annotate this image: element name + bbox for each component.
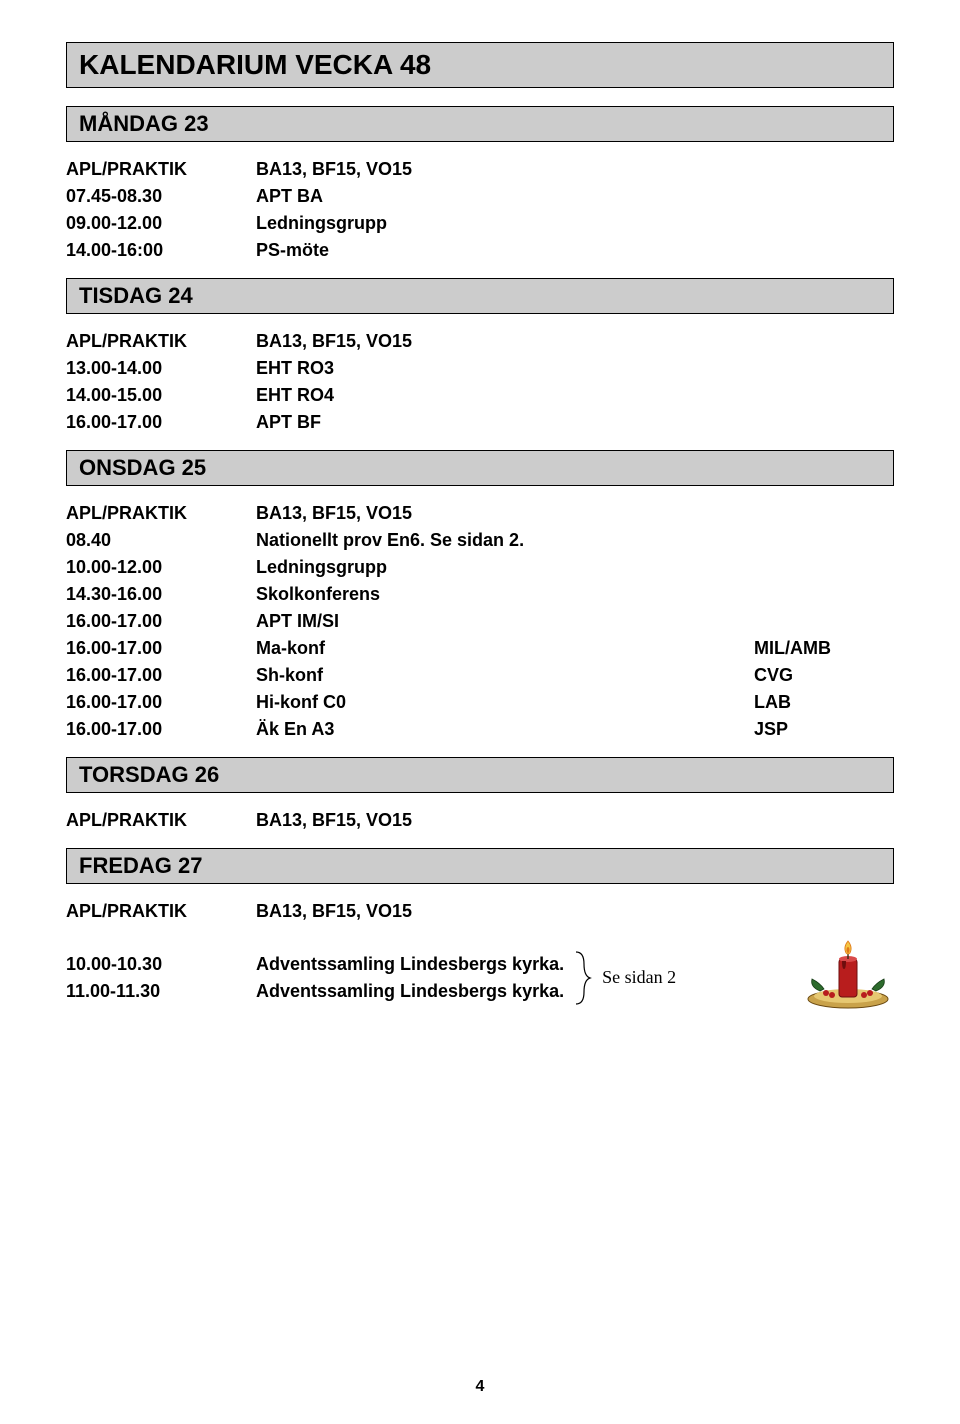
schedule-row: 16.00-17.00Hi-konf C0LAB [66,689,894,716]
row-desc: Äk En A3 [256,716,754,743]
row-loc [754,500,894,527]
schedule-row: APL/PRAKTIKBA13, BF15, VO15 [66,807,894,834]
row-desc: Sh-konf [256,662,754,689]
schedule-row: APL/PRAKTIKBA13, BF15, VO15 [66,156,894,183]
row-time: 14.30-16.00 [66,581,256,608]
row-desc: APT BF [256,409,754,436]
schedule-row: 09.00-12.00Ledningsgrupp [66,210,894,237]
schedule-row: APL/PRAKTIKBA13, BF15, VO15 [66,500,894,527]
row-desc: BA13, BF15, VO15 [256,807,754,834]
row-loc: CVG [754,662,894,689]
page-title: KALENDARIUM VECKA 48 [66,42,894,88]
schedule-row: 07.45-08.30APT BA [66,183,894,210]
row-time: APL/PRAKTIK [66,500,256,527]
row-loc [754,409,894,436]
schedule-row: 11.00-11.30Adventssamling Lindesbergs ky… [66,978,564,1005]
row-loc [754,328,894,355]
schedule-row: 16.00-17.00Ma-konfMIL/AMB [66,635,894,662]
row-desc: Hi-konf C0 [256,689,754,716]
schedule-row: 14.00-16:00PS-möte [66,237,894,264]
row-desc: Ma-konf [256,635,754,662]
row-loc [754,237,894,264]
row-time: APL/PRAKTIK [66,328,256,355]
row-time: 08.40 [66,527,256,554]
fredag-footer: 10.00-10.30Adventssamling Lindesbergs ky… [66,939,894,1016]
day-header-mandag: MÅNDAG 23 [66,106,894,142]
row-loc [754,608,894,635]
day-header-torsdag: TORSDAG 26 [66,757,894,793]
row-loc [754,210,894,237]
schedule-row: 10.00-10.30Adventssamling Lindesbergs ky… [66,951,564,978]
row-desc: Adventssamling Lindesbergs kyrka. [256,978,564,1005]
row-time: 14.00-15.00 [66,382,256,409]
row-loc [754,581,894,608]
row-loc [754,183,894,210]
schedule-fredag: APL/PRAKTIKBA13, BF15, VO15 10.00-10.30A… [66,898,894,1016]
row-desc: BA13, BF15, VO15 [256,898,754,925]
row-desc: APT BA [256,183,754,210]
row-desc: EHT RO4 [256,382,754,409]
schedule-row: 16.00-17.00APT BF [66,409,894,436]
row-loc [754,527,894,554]
row-loc [754,382,894,409]
schedule-row: APL/PRAKTIKBA13, BF15, VO15 [66,328,894,355]
day-header-onsdag: ONSDAG 25 [66,450,894,486]
row-desc: APT IM/SI [256,608,754,635]
schedule-mandag: APL/PRAKTIKBA13, BF15, VO15 07.45-08.30A… [66,156,894,264]
row-time: APL/PRAKTIK [66,898,256,925]
row-desc: Ledningsgrupp [256,554,754,581]
row-time: 14.00-16:00 [66,237,256,264]
row-loc [754,554,894,581]
row-desc: PS-möte [256,237,754,264]
row-time: 16.00-17.00 [66,409,256,436]
row-time: 13.00-14.00 [66,355,256,382]
schedule-row: 16.00-17.00APT IM/SI [66,608,894,635]
row-time: 11.00-11.30 [66,978,256,1005]
row-time: APL/PRAKTIK [66,807,256,834]
row-time: 16.00-17.00 [66,662,256,689]
row-loc: LAB [754,689,894,716]
row-time: 07.45-08.30 [66,183,256,210]
schedule-tisdag: APL/PRAKTIKBA13, BF15, VO15 13.00-14.00E… [66,328,894,436]
row-time: 16.00-17.00 [66,716,256,743]
row-desc: Skolkonferens [256,581,754,608]
row-loc: MIL/AMB [754,635,894,662]
schedule-row: APL/PRAKTIKBA13, BF15, VO15 [66,898,894,925]
schedule-torsdag: APL/PRAKTIKBA13, BF15, VO15 [66,807,894,834]
row-time: 16.00-17.00 [66,608,256,635]
row-desc: BA13, BF15, VO15 [256,156,754,183]
row-desc: Nationellt prov En6. Se sidan 2. [256,527,754,554]
row-desc: EHT RO3 [256,355,754,382]
candle-icon [802,939,894,1016]
row-loc [754,355,894,382]
see-page-note: Se sidan 2 [602,967,676,988]
day-header-tisdag: TISDAG 24 [66,278,894,314]
row-desc: BA13, BF15, VO15 [256,328,754,355]
schedule-row: 14.30-16.00Skolkonferens [66,581,894,608]
row-time: 09.00-12.00 [66,210,256,237]
schedule-onsdag: APL/PRAKTIKBA13, BF15, VO15 08.40Natione… [66,500,894,743]
row-loc: JSP [754,716,894,743]
schedule-row: 13.00-14.00EHT RO3 [66,355,894,382]
row-desc: BA13, BF15, VO15 [256,500,754,527]
brace-icon [574,950,592,1006]
row-loc [754,898,894,925]
row-desc: Ledningsgrupp [256,210,754,237]
row-loc [754,807,894,834]
schedule-row: 16.00-17.00Äk En A3JSP [66,716,894,743]
page-number: 4 [0,1378,960,1396]
schedule-row: 14.00-15.00EHT RO4 [66,382,894,409]
schedule-row: 16.00-17.00Sh-konfCVG [66,662,894,689]
schedule-row: 08.40Nationellt prov En6. Se sidan 2. [66,527,894,554]
row-time: 10.00-10.30 [66,951,256,978]
row-time: 10.00-12.00 [66,554,256,581]
row-time: 16.00-17.00 [66,635,256,662]
row-time: 16.00-17.00 [66,689,256,716]
day-header-fredag: FREDAG 27 [66,848,894,884]
schedule-row: 10.00-12.00Ledningsgrupp [66,554,894,581]
row-desc: Adventssamling Lindesbergs kyrka. [256,951,564,978]
row-loc [754,156,894,183]
row-time: APL/PRAKTIK [66,156,256,183]
